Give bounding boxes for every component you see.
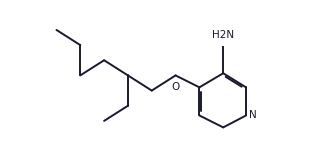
Text: H2N: H2N xyxy=(212,30,234,40)
Text: O: O xyxy=(171,82,180,92)
Text: N: N xyxy=(249,110,256,120)
